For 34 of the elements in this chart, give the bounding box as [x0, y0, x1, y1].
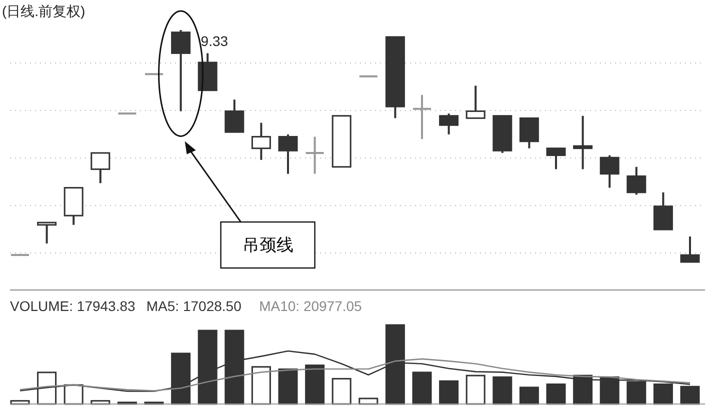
candlestick	[466, 84, 486, 120]
text: MA10: 20977.05	[259, 298, 362, 314]
annotation: 吊颈线	[242, 236, 294, 254]
candlestick	[412, 94, 432, 140]
candlestick	[278, 133, 298, 175]
bar	[305, 364, 325, 405]
bar	[466, 374, 486, 405]
candlestick	[224, 98, 244, 134]
text: MA5: 17028.50	[146, 298, 242, 314]
candlestick	[37, 222, 57, 244]
bar	[492, 376, 512, 405]
bar	[278, 368, 298, 405]
bar	[439, 380, 459, 405]
candlestick	[626, 166, 646, 196]
candlestick	[251, 122, 271, 161]
candlestick	[680, 235, 700, 263]
candlestick	[653, 191, 673, 231]
candlestick	[519, 117, 539, 150]
candlestick	[304, 136, 325, 175]
candlestick	[439, 112, 459, 136]
bar	[332, 378, 352, 405]
candlestick	[573, 114, 593, 170]
bar	[358, 398, 378, 405]
annotation: 9.33	[200, 33, 228, 49]
bar	[251, 366, 271, 405]
bar	[412, 372, 432, 405]
candlestick	[90, 152, 110, 184]
chart-title: (日线.前复权)	[2, 3, 86, 19]
bar	[519, 386, 539, 405]
candlestick	[600, 154, 620, 189]
bar	[546, 384, 566, 405]
candlestick	[546, 147, 566, 170]
text: VOLUME: 17943.83	[10, 298, 136, 314]
candlestick	[171, 29, 191, 112]
